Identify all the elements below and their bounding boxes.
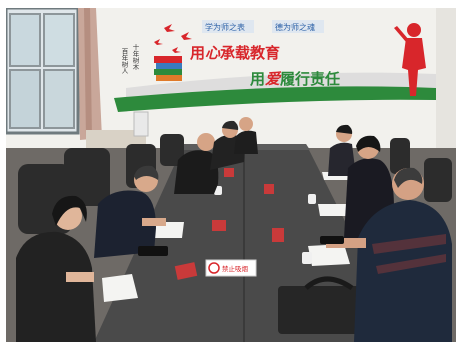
- tag-right-bg: [272, 20, 324, 33]
- slogan-line-2: 用爱履行责任: [250, 70, 340, 88]
- birds-decoration: [154, 24, 192, 53]
- tag-left: 学为师之表: [205, 22, 245, 32]
- man-front-right: [326, 167, 452, 342]
- window: [6, 8, 80, 135]
- man-second-left: [94, 165, 166, 258]
- name-plates: [174, 168, 284, 280]
- no-smoking-label: 禁止吸烟: [222, 264, 249, 273]
- man-third-left: [174, 133, 219, 194]
- meeting-room-scene: 十年树木 百年树人 学为师之表 德为师之魂 用心承载教育 用爱履行责任: [6, 8, 456, 342]
- books-decoration: [154, 56, 182, 81]
- vertical-slogan-left: 十年树木: [131, 43, 139, 72]
- tag-right: 德为师之魂: [275, 22, 315, 32]
- teacher-silhouette: [394, 23, 426, 96]
- vertical-slogan-right: 百年树人: [120, 48, 128, 74]
- phone-right: [320, 236, 344, 244]
- phone: [138, 246, 168, 256]
- water-dispenser: [133, 111, 149, 137]
- no-smoking-sign: [205, 259, 257, 277]
- tag-left-bg: [202, 20, 254, 33]
- slogan-line-1: 用心承载教育: [190, 44, 280, 62]
- no-smoking-icon: [208, 262, 220, 274]
- man-fifth-left: [234, 117, 258, 154]
- woman-front-left: [16, 195, 96, 342]
- green-swoosh: [114, 86, 436, 112]
